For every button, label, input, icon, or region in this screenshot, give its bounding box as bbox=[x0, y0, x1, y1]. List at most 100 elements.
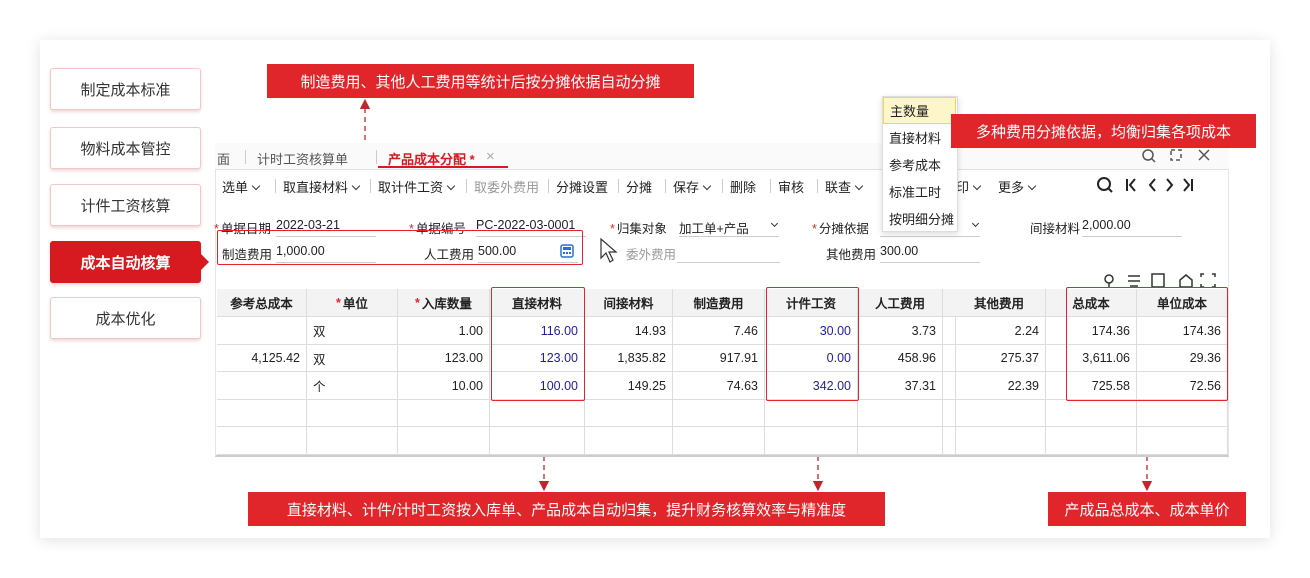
header-label: 入库数量 bbox=[421, 297, 472, 311]
table-cell bbox=[585, 400, 673, 427]
toolbar-button[interactable]: 取直接材料 bbox=[283, 177, 361, 196]
toolbar-button[interactable]: 更多 bbox=[998, 177, 1037, 196]
tab[interactable]: 面 bbox=[217, 152, 231, 167]
callout: 直接材料、计件/计时工资按入库单、产品成本自动归集，提升财务核算效率与精准度 bbox=[248, 492, 885, 526]
dropdown-option[interactable]: 按明细分摊 bbox=[889, 212, 955, 227]
toolbar-button[interactable]: 删除 bbox=[730, 177, 756, 196]
table-cell: 123.00 bbox=[398, 345, 490, 372]
toolbar-label: 分摊 bbox=[626, 180, 653, 195]
required-mark: * bbox=[336, 295, 341, 310]
table-cell: 342.00 bbox=[765, 372, 858, 400]
table-cell bbox=[490, 400, 585, 427]
table-cell bbox=[943, 400, 956, 427]
toolbar-button: 取委外费用 bbox=[474, 177, 539, 196]
cell-value: 22.39 bbox=[1007, 378, 1039, 393]
menu-item[interactable]: 成本自动核算 bbox=[50, 241, 201, 283]
table-cell: 4,125.42 bbox=[217, 345, 307, 372]
cell-value: 1,835.82 bbox=[617, 351, 666, 365]
cell-value: 123.00 bbox=[539, 351, 578, 365]
cell-value: 个 bbox=[313, 380, 326, 394]
table-cell bbox=[765, 427, 858, 455]
table-header-cell: 人工费用 bbox=[858, 289, 943, 317]
cell-value: 0.00 bbox=[826, 351, 851, 365]
caret-icon bbox=[854, 181, 864, 191]
required-mark: * bbox=[409, 222, 414, 236]
field-input[interactable]: 500.00 bbox=[478, 241, 578, 263]
table-cell bbox=[953, 427, 1046, 455]
tab-close[interactable]: × bbox=[486, 148, 495, 165]
toolbar-label: 选单 bbox=[222, 180, 249, 195]
calculator-icon[interactable] bbox=[560, 244, 574, 258]
cell-value: 72.56 bbox=[1189, 378, 1221, 393]
toolbar-button[interactable]: 取计件工资 bbox=[378, 177, 456, 196]
dropdown-option[interactable]: 参考成本 bbox=[889, 158, 942, 173]
table-cell bbox=[943, 345, 956, 372]
nav-icons[interactable] bbox=[1095, 175, 1205, 195]
table-cell bbox=[398, 427, 490, 455]
field-value: 1,000.00 bbox=[276, 244, 325, 258]
toolbar-button[interactable]: 保存 bbox=[673, 177, 712, 196]
caret-icon bbox=[702, 181, 712, 191]
highlight-box bbox=[217, 230, 583, 265]
tab[interactable]: 计时工资核算单 bbox=[257, 152, 349, 167]
table-cell: 74.63 bbox=[673, 372, 765, 400]
field-input[interactable]: 加工单+产品 bbox=[679, 215, 779, 237]
table-cell bbox=[858, 400, 943, 427]
dropdown-option[interactable]: 主数量 bbox=[883, 97, 956, 124]
toolbar-button[interactable]: 分摊设置 bbox=[556, 177, 608, 196]
highlight-box bbox=[1066, 287, 1228, 401]
menu-item[interactable]: 制定成本标准 bbox=[50, 68, 201, 110]
toolbar-button[interactable]: 分摊 bbox=[626, 177, 652, 196]
cell-value: 1.00 bbox=[458, 323, 483, 338]
menu-item[interactable]: 物料成本管控 bbox=[50, 127, 201, 169]
header-label: 直接材料 bbox=[511, 297, 562, 311]
table-header-cell: * 入库数量 bbox=[398, 289, 490, 317]
menu-item[interactable]: 成本优化 bbox=[50, 297, 201, 339]
header-label: 单位成本 bbox=[1156, 297, 1207, 311]
table-cell bbox=[1046, 400, 1137, 427]
header-label: 参考总成本 bbox=[230, 297, 293, 311]
toolbar-label: 更多 bbox=[998, 180, 1025, 195]
callout: 多种费用分摊依据，均衡归集各项成本 bbox=[951, 114, 1256, 148]
field-label: * 归集对象 bbox=[610, 218, 667, 237]
cell-value: 14.93 bbox=[634, 323, 666, 338]
table-cell bbox=[398, 400, 490, 427]
field-input[interactable]: 300.00 bbox=[880, 241, 980, 263]
dropdown-option[interactable]: 标准工时 bbox=[889, 185, 942, 200]
dropdown-option[interactable]: 直接材料 bbox=[889, 131, 942, 146]
nav-controls[interactable] bbox=[1095, 175, 1205, 195]
toolbar-button[interactable]: 印 bbox=[956, 177, 982, 196]
cell-value: 10.00 bbox=[451, 378, 483, 393]
table-header-cell: 制造费用 bbox=[673, 289, 765, 317]
toolbar-label: 删除 bbox=[730, 180, 757, 195]
table-header-cell: 计件工资 bbox=[765, 289, 858, 317]
table-cell bbox=[943, 372, 956, 400]
table-cell: 3.73 bbox=[858, 317, 943, 345]
cell-value: 123.00 bbox=[444, 351, 483, 365]
window-controls[interactable] bbox=[1140, 147, 1220, 165]
field-label: 制造费用 bbox=[222, 244, 272, 263]
table-cell: 7.46 bbox=[673, 317, 765, 345]
field-label: * 单据编号 bbox=[409, 218, 466, 237]
field-input[interactable]: PC-2022-03-0001 bbox=[476, 215, 586, 237]
table-cell bbox=[943, 427, 956, 455]
field-label-text: 单据日期 bbox=[220, 222, 271, 236]
field-input[interactable]: 2022-03-21 bbox=[276, 215, 376, 237]
tab[interactable]: 产品成本分配 * bbox=[388, 152, 475, 167]
field-label-text: 委外费用 bbox=[626, 248, 677, 262]
field-input[interactable] bbox=[880, 215, 980, 237]
field-input[interactable]: 1,000.00 bbox=[276, 241, 376, 263]
toolbar-button[interactable]: 联查 bbox=[825, 177, 864, 196]
toolbar-button[interactable]: 选单 bbox=[222, 177, 261, 196]
window-icons[interactable] bbox=[1140, 147, 1220, 165]
toolbar-label: 保存 bbox=[673, 180, 700, 195]
tab-separator bbox=[376, 150, 377, 164]
field-label-text: 分摊依据 bbox=[818, 222, 869, 236]
header-label: 总成本 bbox=[1072, 297, 1110, 311]
cell-value: 725.58 bbox=[1091, 378, 1130, 393]
menu-item[interactable]: 计件工资核算 bbox=[50, 184, 201, 226]
field-label: * 分摊依据 bbox=[812, 218, 869, 237]
table-cell bbox=[217, 427, 307, 455]
toolbar-button[interactable]: 审核 bbox=[778, 177, 804, 196]
field-input[interactable]: 2,000.00 bbox=[1082, 215, 1182, 237]
